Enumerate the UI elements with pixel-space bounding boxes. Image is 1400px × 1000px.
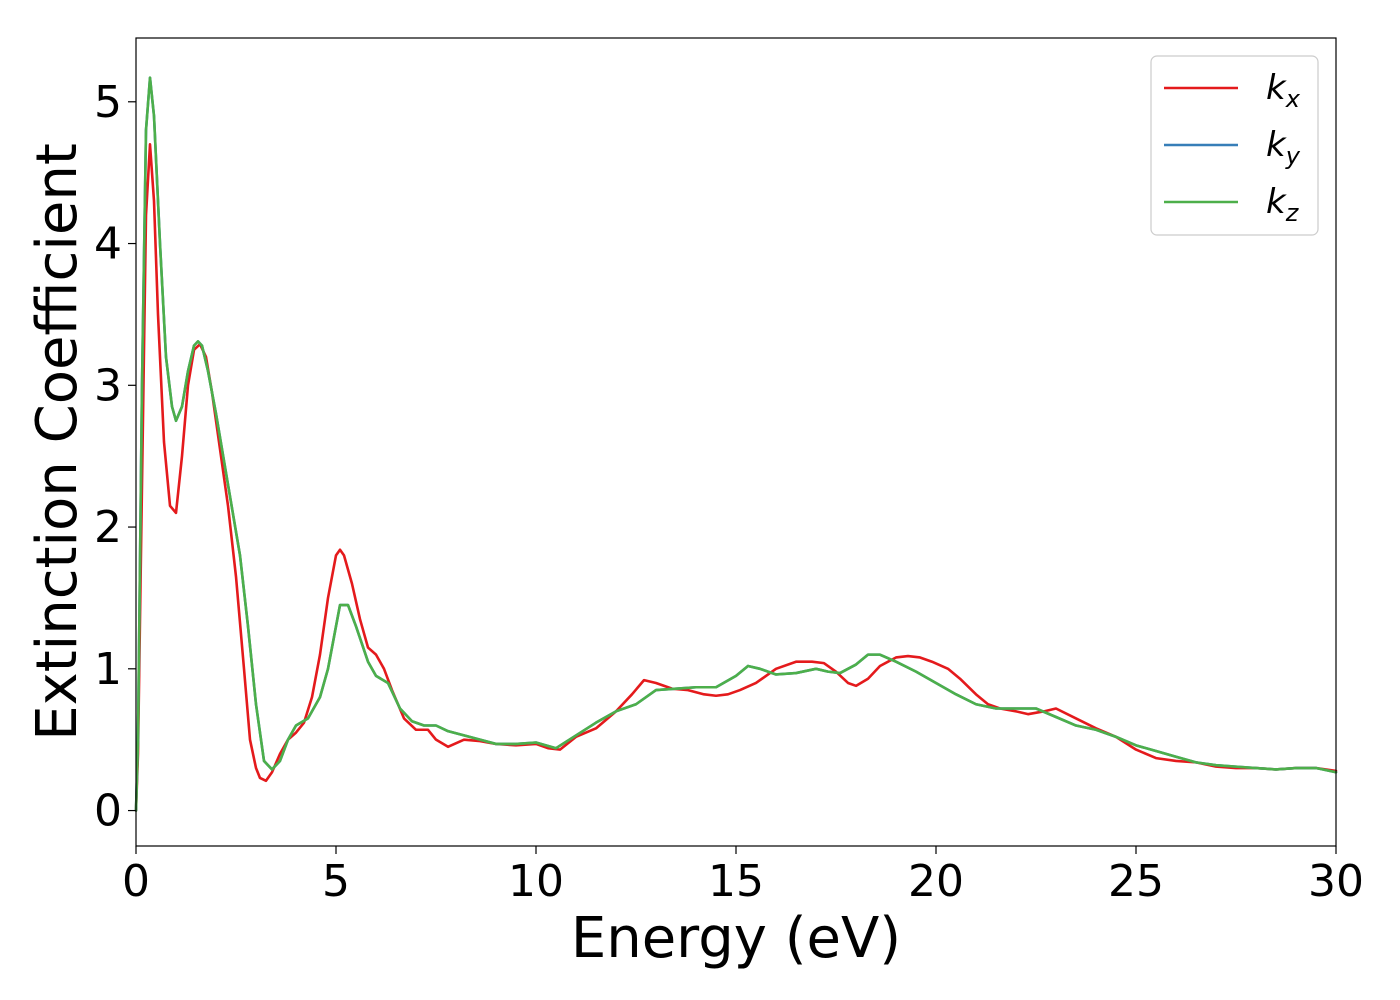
x-tick-label: 15 [708,856,764,907]
y-tick-label: 0 [94,786,122,837]
y-tick-label: 4 [94,219,122,270]
legend-label-base: k [1266,68,1287,108]
x-axis-title: Energy (eV) [571,906,901,971]
legend-label-subscript: y [1285,142,1301,170]
y-tick-label: 2 [94,502,122,553]
y-tick-label: 3 [94,360,122,411]
y-tick-label: 5 [94,77,122,128]
series-line-kz [134,76,1338,812]
legend-label-kx: kx [1266,68,1301,113]
series-line-kx [134,143,1338,812]
x-tick-label: 25 [1108,856,1164,907]
x-tick-label: 5 [322,856,350,907]
legend-label-subscript: z [1285,199,1300,227]
x-tick-label: 20 [908,856,964,907]
legend-label-base: k [1266,125,1287,165]
x-axis-ticks: 0 5 10 15 20 25 30 [122,846,1364,907]
legend-label-kz: kz [1266,182,1300,227]
y-axis-title: Extinction Coefficient [25,143,90,741]
legend-label-base: k [1266,182,1287,222]
x-tick-label: 0 [122,856,150,907]
plot-area [136,38,1336,846]
legend-label-subscript: x [1285,85,1301,113]
x-tick-label: 10 [508,856,564,907]
series-layer [134,76,1338,812]
y-axis-ticks: 0 1 2 3 4 5 [94,77,136,837]
x-tick-label: 30 [1308,856,1364,907]
legend-label-ky: ky [1266,125,1301,170]
y-tick-label: 1 [94,644,122,695]
